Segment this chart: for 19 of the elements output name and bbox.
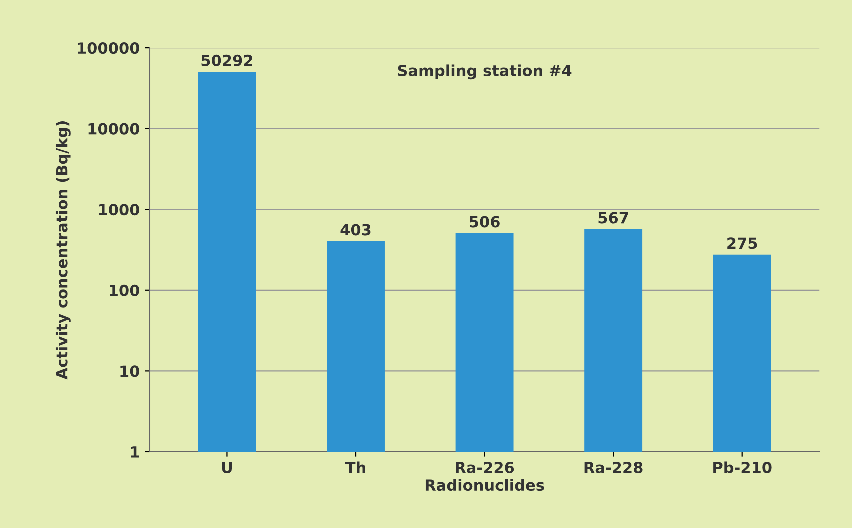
y-tick-label: 10000 (88, 123, 140, 135)
text: Sampling station #4 (398, 64, 572, 80)
x-axis-title: Radionuclides (426, 479, 544, 492)
y-tick-label: 10 (120, 366, 140, 378)
y-tick-label: 1000 (99, 204, 140, 216)
data-label: 50292 (202, 54, 252, 66)
data-label: 506 (470, 216, 500, 228)
x-tick-label: Ra-228 (584, 462, 643, 474)
x-tick-label: U (222, 462, 232, 474)
y-tick-label: 100 (110, 284, 140, 296)
data-label: 403 (340, 224, 371, 236)
y-axis-title: Activity concentration (Bq/kg) (56, 122, 71, 380)
y-tick-label: 1 (131, 446, 140, 458)
x-tick-label: Th (345, 462, 366, 474)
x-tick-label: Ra-226 (456, 462, 514, 474)
y-tick-label: 100000 (78, 42, 140, 54)
x-tick-label: Pb-210 (714, 462, 772, 474)
data-label: 275 (728, 238, 758, 250)
data-label: 567 (598, 212, 628, 224)
